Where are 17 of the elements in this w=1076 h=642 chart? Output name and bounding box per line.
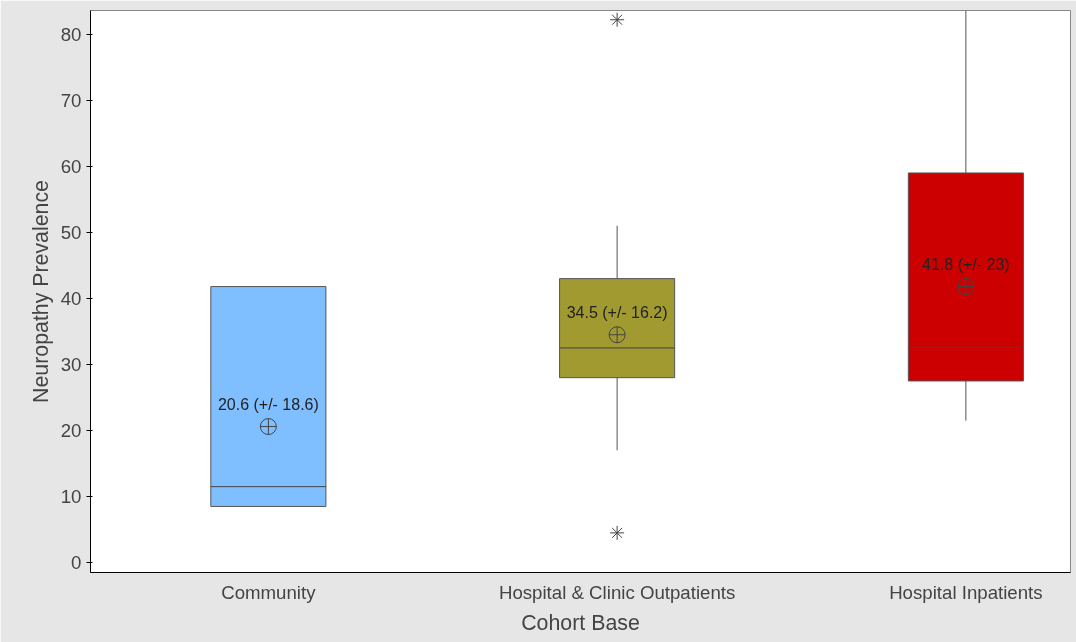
y-tick-label: 40 [60, 287, 82, 309]
y-tick-label: 20 [60, 420, 82, 442]
y-tick-label: 70 [60, 89, 82, 111]
x-axis-title: Cohort Base [521, 610, 640, 635]
annotation: 41.8 (+/- 23) [922, 255, 1010, 273]
y-tick-label: 50 [60, 221, 82, 243]
y-tick-label: 30 [60, 353, 82, 375]
x-tick-label: Community [221, 581, 317, 603]
y-tick-label: 60 [60, 155, 82, 177]
y-tick-label: 0 [71, 552, 82, 574]
y-tick-label: 10 [60, 486, 82, 508]
y-axis-title: Neuropathy Prevalence [28, 180, 53, 403]
y-tick-label: 80 [60, 23, 82, 45]
x-tick-label: Hospital & Clinic Outpatients [498, 581, 736, 603]
x-tick-label: Hospital Inpatients [889, 581, 1043, 603]
annotation: 20.6 (+/- 18.6) [217, 395, 319, 413]
annotation: 34.5 (+/- 16.2) [566, 303, 668, 321]
